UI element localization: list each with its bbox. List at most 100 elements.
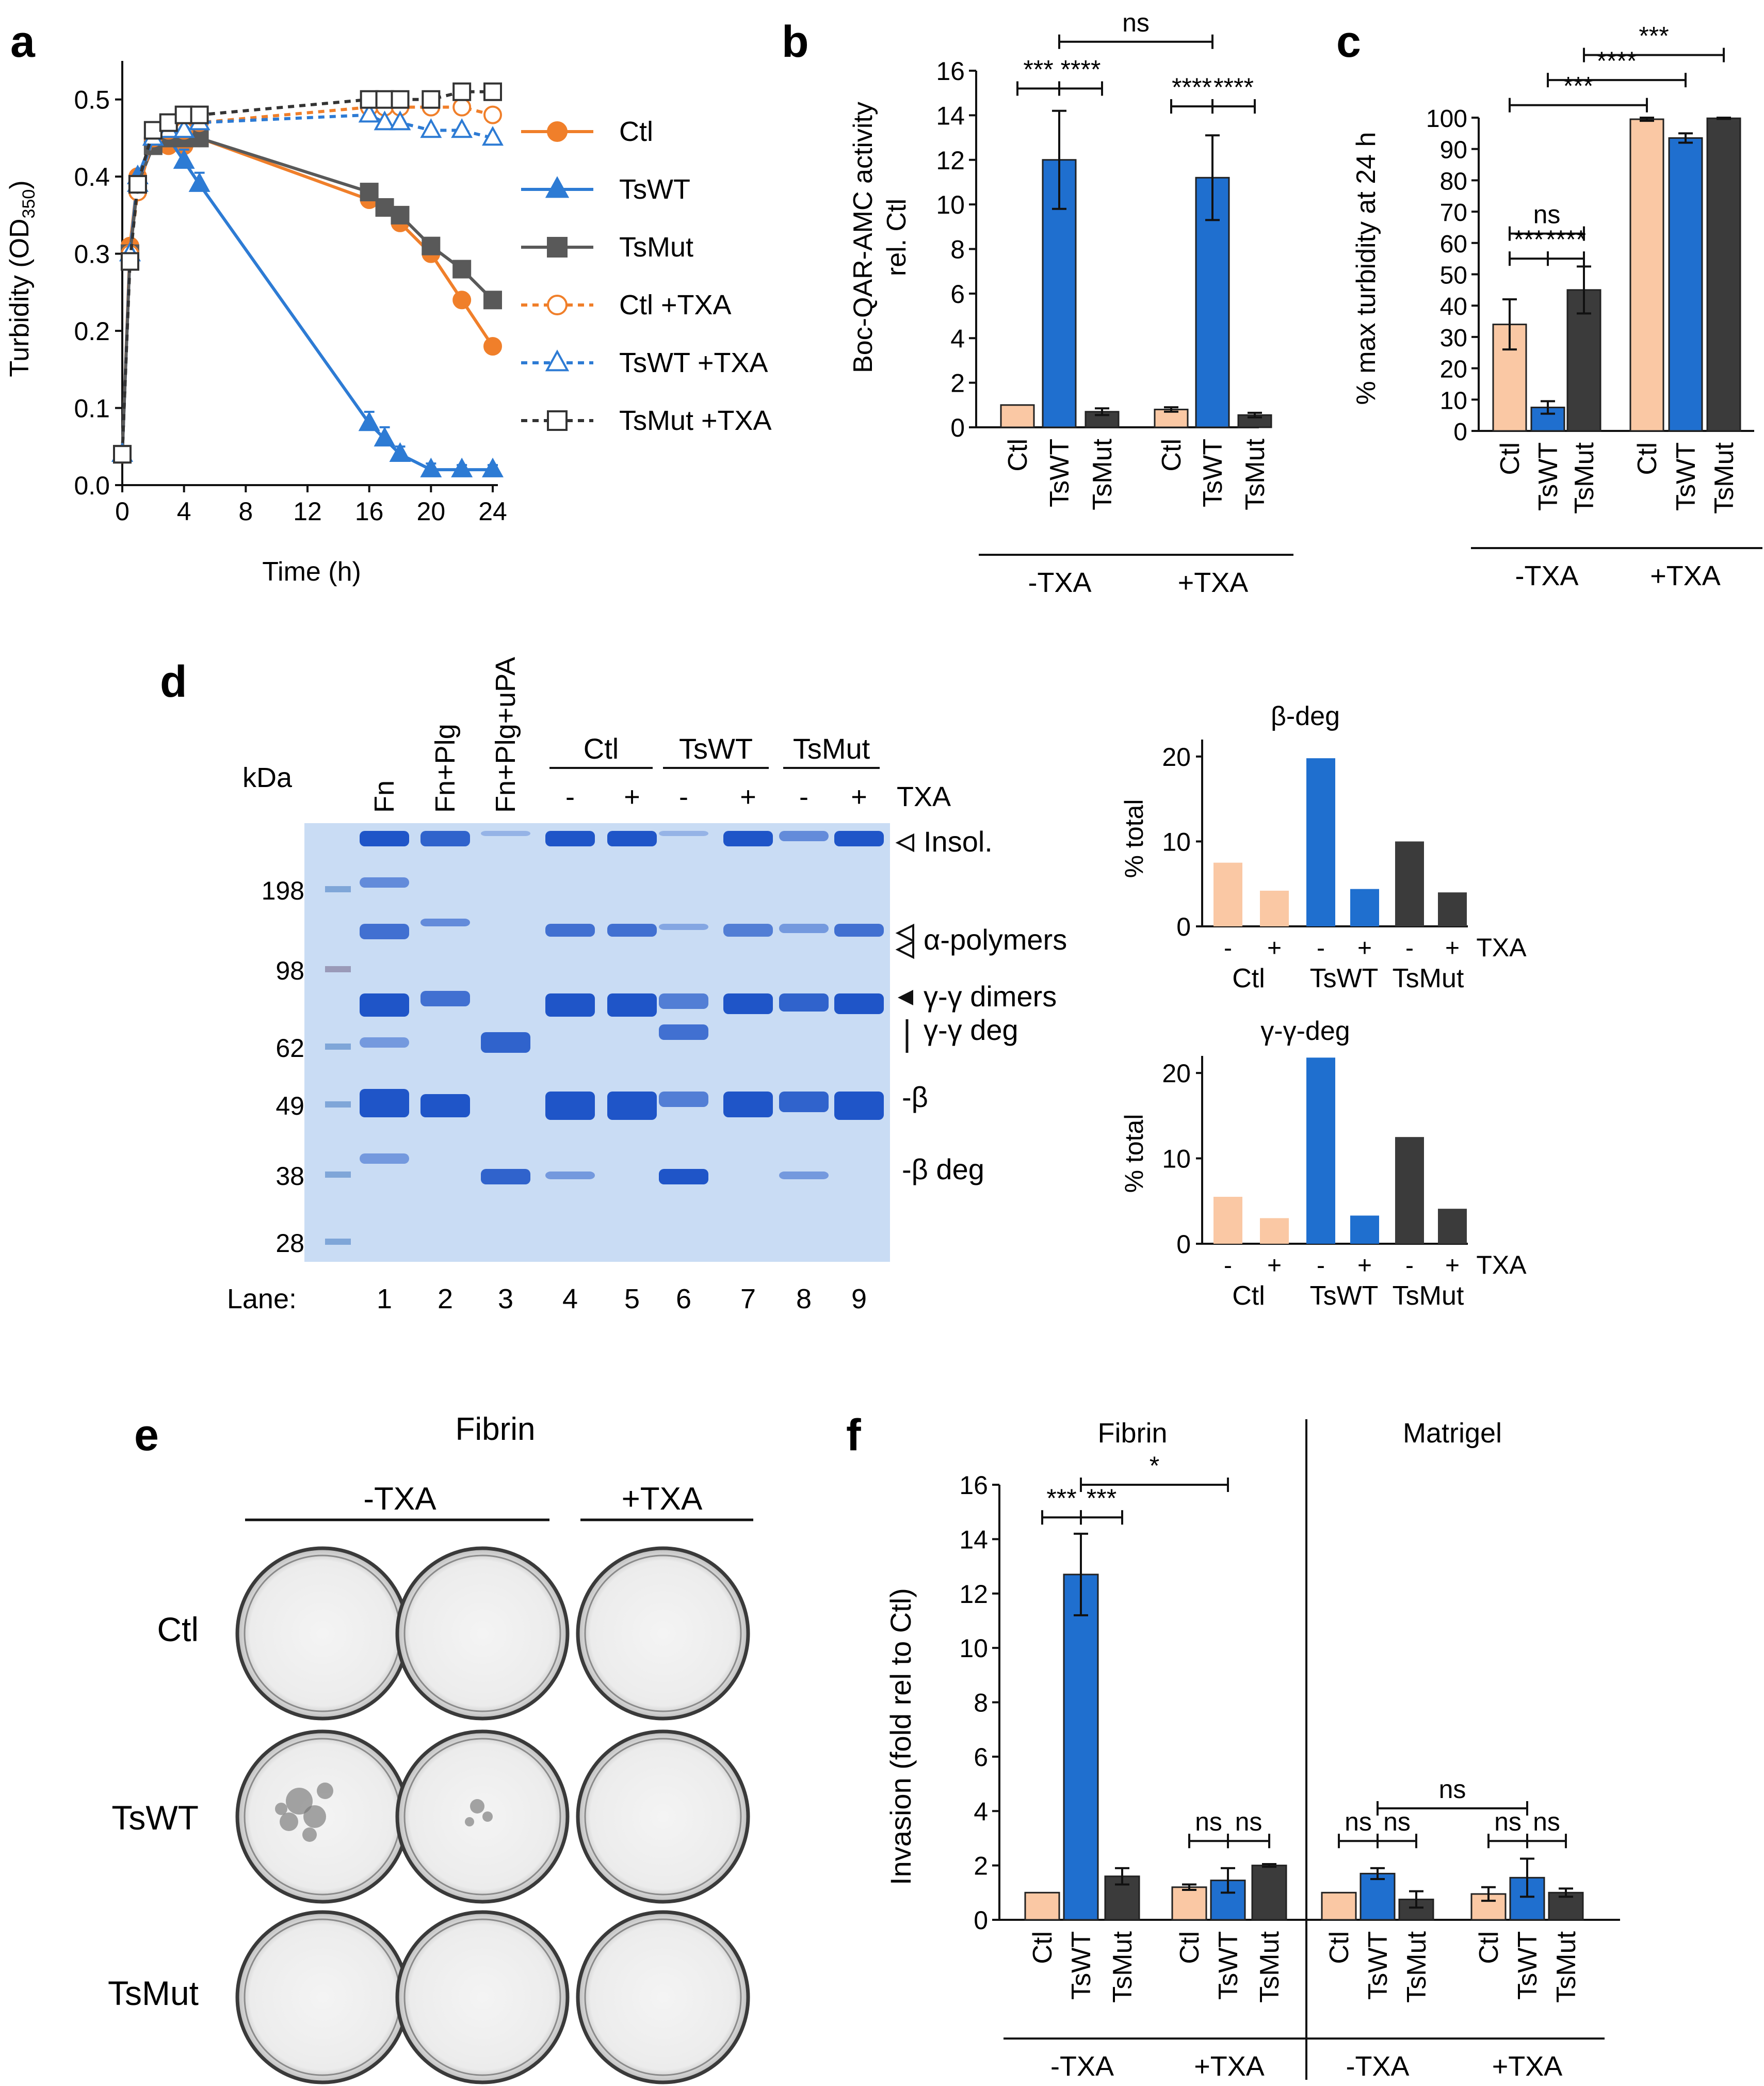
a-ytick-label: 0.4 [74,163,110,191]
c-category-label: TsWT [1533,442,1563,511]
f-sig-label: ns [1195,1807,1222,1836]
d2-group-label: Ctl [1232,1281,1265,1311]
d2-ytick-label: 0 [1176,1230,1191,1259]
d1-bar-1 [1260,890,1289,926]
a-point [174,105,193,124]
dish-invasion-stain [317,1783,333,1799]
b-ytick-label: 10 [936,190,965,219]
gel-open-arrow-polymer [895,940,914,959]
b-ytick-label: 12 [936,146,965,175]
c-ytick-label: 100 [1426,105,1467,133]
d2-bar-2 [1306,1057,1335,1244]
d1-ytick-label: 10 [1162,827,1191,856]
a-point [113,445,132,464]
d1-txa-sign: + [1357,935,1372,962]
a-point [391,90,410,109]
f-bar-0 [1024,1891,1060,1921]
f-sig-label: ns [1235,1807,1263,1836]
b-sig-label: **** [1213,73,1254,102]
a-point [173,118,195,138]
c-sig-label: *** [1639,22,1669,51]
gel-band-lane-1 [360,993,409,1017]
d1-group-label: TsWT [1310,964,1379,993]
d2-group-label: TsWT [1310,1281,1379,1311]
panel-letter-e: e [134,1410,159,1460]
b-ylabel: Boc-QAR-AMC activity [848,102,878,373]
dish-invasion-stain [470,1799,484,1814]
f-bar-1 [1063,1574,1099,1921]
d1-bar-5 [1438,892,1467,926]
gel-lane-number: 9 [851,1283,867,1314]
gel-marker-label: 28 [276,1229,304,1258]
d2-txa-sign: - [1224,1252,1232,1279]
a-point [389,110,411,131]
d2-group-label: TsMut [1393,1281,1464,1311]
gel-band-lane-2 [420,919,470,926]
a-point [374,110,396,131]
gel-ladder-band [325,1044,351,1050]
a-point [483,336,502,356]
gel-band-lane-4 [545,831,595,846]
gel-ladder-band [325,1172,351,1178]
a-legend-label-5: TsMut +TXA [619,405,772,436]
gel-band-lane-8 [779,831,829,841]
a-point [483,82,502,101]
gel-ladder-band [325,1239,351,1245]
e-title: Fibrin [455,1411,535,1447]
gel-band-lane-9 [834,1092,884,1120]
gel-lane-label: Lane: [227,1283,297,1314]
c-ytick-label: 80 [1440,168,1467,195]
f-sig-label: *** [1087,1484,1116,1513]
c-ytick-label: 50 [1440,262,1467,290]
dish-invasion-stain [275,1803,287,1815]
d1-group-label: Ctl [1232,964,1265,993]
d1-title: β-deg [1271,701,1340,731]
d1-txa-sign: - [1405,935,1414,962]
b-bar-0 [1000,404,1035,428]
a-ytick-label: 0.5 [74,86,110,115]
b-sig-label: **** [1061,55,1101,84]
panel-letter-d: d [160,657,187,707]
a-point [482,126,504,146]
a-xtick-label: 8 [238,497,253,526]
a-point [451,457,473,477]
a-point [143,121,163,140]
gel-txa-header: TXA [897,781,951,812]
d2-title: γ-γ-deg [1260,1016,1350,1046]
b-group-label: -TXA [1028,567,1091,598]
f-ytick-label: 2 [974,1852,988,1881]
d1-bar-2 [1306,758,1335,926]
gel-ladder-band [325,1101,351,1108]
f-group-label: +TXA [1194,2051,1265,2082]
gel-marker-label: 38 [276,1162,304,1191]
gel-band-lane-1 [360,831,409,846]
gel-band-lane-1 [360,1089,409,1117]
d2-ytick-label: 20 [1162,1059,1191,1088]
d2-txa-sign: + [1445,1252,1460,1279]
dish-2-1 [395,1910,570,2084]
a-xtick-label: 4 [177,497,191,526]
a-point [420,457,442,477]
a-point [452,260,472,279]
a-point [360,90,379,109]
f-bar-3 [1171,1886,1207,1921]
gel-marker-label: 62 [276,1034,304,1063]
a-legend-marker-3 [547,295,568,315]
f-ylabel: Invasion (fold rel to Ctl) [884,1588,917,1885]
invasion-bar-chart: Invasion (fold rel to Ctl) Fibrin Matrig… [884,1418,1620,2082]
b-ytick-label: 4 [950,324,965,353]
dish-invasion-stain [302,1827,317,1842]
c-ytick-label: 0 [1453,419,1467,446]
f-ytick-label: 10 [959,1634,988,1663]
a-xtick-label: 24 [478,497,507,526]
gel-band-lane-2 [420,991,470,1006]
a-point [159,113,178,132]
a-point [358,411,380,431]
c-ytick-label: 10 [1440,387,1467,414]
gel-lane-header: Fn+Plg [430,724,461,813]
c-bar-3 [1629,118,1664,432]
gel-ladder-band [325,886,351,892]
a-legend-marker-0 [547,121,568,142]
a-point [360,183,379,202]
d1-ylabel: % total [1120,799,1148,878]
